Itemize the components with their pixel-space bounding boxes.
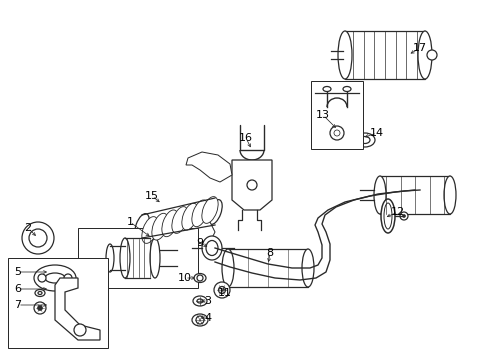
Ellipse shape [45,273,65,283]
Ellipse shape [120,238,130,278]
Ellipse shape [171,207,188,233]
Circle shape [22,222,54,254]
Circle shape [214,282,229,298]
Ellipse shape [302,249,313,287]
Ellipse shape [207,199,222,224]
Circle shape [218,287,225,293]
Text: 15: 15 [145,191,159,201]
Circle shape [34,302,46,314]
Text: 1: 1 [126,217,133,227]
Text: 4: 4 [204,313,211,323]
Ellipse shape [202,236,222,260]
Polygon shape [231,160,271,210]
Bar [379,176,449,214]
Circle shape [329,126,343,140]
Text: 2: 2 [24,223,32,233]
Ellipse shape [152,213,168,240]
Ellipse shape [222,249,234,287]
Polygon shape [185,152,231,182]
Ellipse shape [323,86,330,91]
Ellipse shape [417,31,431,79]
Circle shape [246,180,257,190]
Ellipse shape [197,299,203,303]
Circle shape [64,274,72,282]
Text: 16: 16 [239,133,252,143]
Circle shape [197,275,203,281]
Text: 14: 14 [369,128,383,138]
Polygon shape [163,218,215,244]
Circle shape [29,229,47,247]
Ellipse shape [135,213,149,238]
Polygon shape [55,278,100,340]
Ellipse shape [142,217,158,243]
Text: 5: 5 [15,267,21,277]
Circle shape [74,324,86,336]
Circle shape [402,215,405,217]
Ellipse shape [202,197,218,223]
Text: 12: 12 [390,207,404,217]
Ellipse shape [162,210,178,237]
Ellipse shape [38,292,42,294]
Text: 11: 11 [218,288,231,298]
Ellipse shape [192,314,207,326]
Bar [310,81,362,149]
Text: 13: 13 [315,110,329,120]
Text: 8: 8 [266,248,273,258]
Text: 17: 17 [412,43,426,53]
Circle shape [399,212,407,220]
Ellipse shape [182,203,198,230]
Ellipse shape [194,274,205,283]
Ellipse shape [373,176,385,214]
Circle shape [38,274,46,282]
Bar [78,228,198,288]
Text: 9: 9 [196,238,203,248]
Ellipse shape [34,265,76,291]
Text: 7: 7 [15,300,21,310]
Circle shape [196,316,203,324]
Ellipse shape [354,133,374,147]
Ellipse shape [150,238,160,278]
Text: 6: 6 [15,284,21,294]
Bar [227,249,307,287]
Ellipse shape [205,240,218,256]
Bar [345,31,424,79]
Circle shape [426,50,436,60]
Ellipse shape [359,136,369,144]
Ellipse shape [383,203,391,229]
Ellipse shape [380,199,394,233]
Ellipse shape [191,200,208,227]
Text: 10: 10 [178,273,192,283]
Bar [8,258,108,348]
Ellipse shape [35,289,45,297]
Circle shape [333,130,339,136]
Ellipse shape [342,86,350,91]
Circle shape [38,306,42,310]
Text: 3: 3 [204,296,211,306]
Ellipse shape [443,176,455,214]
Ellipse shape [106,244,114,272]
Ellipse shape [193,296,206,306]
Ellipse shape [337,31,351,79]
